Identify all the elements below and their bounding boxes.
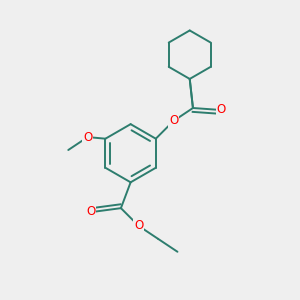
Text: O: O [86,205,95,218]
Text: O: O [134,219,143,232]
Text: O: O [83,130,92,144]
Text: O: O [169,114,178,128]
Text: O: O [217,103,226,116]
